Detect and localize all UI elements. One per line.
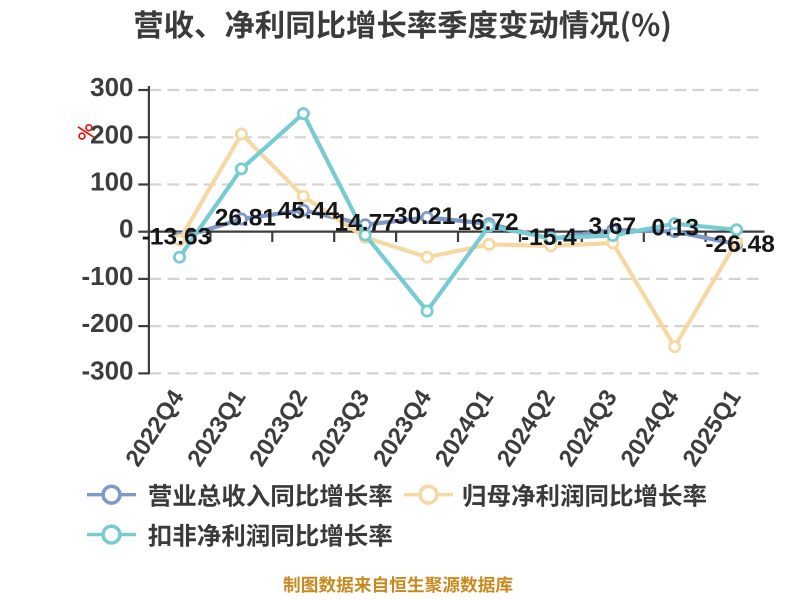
- svg-text:45.44: 45.44: [278, 198, 340, 225]
- svg-text:16.72: 16.72: [457, 209, 518, 236]
- svg-text:-15.4: -15.4: [521, 224, 577, 251]
- svg-text:14.77: 14.77: [335, 210, 396, 237]
- svg-text:0.13: 0.13: [651, 214, 699, 241]
- svg-text:30.21: 30.21: [394, 203, 455, 230]
- svg-text:-26.48: -26.48: [705, 231, 774, 258]
- svg-text:200: 200: [90, 119, 133, 149]
- svg-text:26.81: 26.81: [215, 204, 276, 231]
- svg-text:100: 100: [90, 167, 133, 197]
- svg-text:3.67: 3.67: [588, 213, 636, 240]
- svg-text:-200: -200: [81, 308, 133, 338]
- svg-text:0: 0: [119, 214, 133, 244]
- svg-text:-300: -300: [81, 355, 133, 385]
- svg-text:-100: -100: [81, 261, 133, 291]
- svg-text:-13.63: -13.63: [142, 223, 211, 250]
- svg-text:300: 300: [90, 72, 133, 102]
